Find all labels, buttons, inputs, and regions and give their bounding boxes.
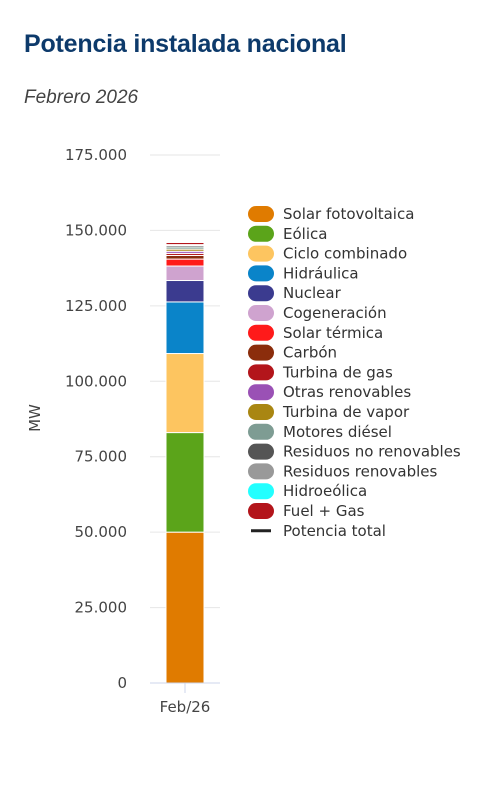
y-tick-label: 125.000: [65, 297, 127, 315]
legend-swatch: [248, 285, 274, 302]
legend-item[interactable]: Hidroeólica: [248, 482, 367, 500]
legend-swatch: [248, 384, 274, 401]
legend-label: Hidroeólica: [283, 482, 367, 500]
legend-swatch: [248, 423, 274, 440]
legend-label: Solar térmica: [283, 324, 383, 342]
legend-swatch: [248, 206, 274, 222]
legend-swatch: [248, 265, 274, 282]
legend-label: Turbina de vapor: [282, 403, 410, 421]
chart-subtitle: Febrero 2026: [24, 87, 139, 108]
legend-label: Hidráulica: [283, 264, 359, 282]
legend-item[interactable]: Solar térmica: [248, 324, 383, 342]
legend-item[interactable]: Fuel + Gas: [248, 502, 365, 520]
legend-item[interactable]: Carbón: [248, 344, 337, 362]
legend-swatch: [248, 245, 274, 262]
legend-label: Carbón: [283, 344, 337, 362]
bar-segment[interactable]: [165, 531, 205, 684]
legend-item[interactable]: Solar fotovoltaica: [248, 205, 414, 223]
bar-segment[interactable]: [165, 280, 205, 303]
y-tick-label: 0: [117, 674, 127, 692]
legend-label: Otras renovables: [283, 383, 411, 401]
y-axis-label: MW: [26, 404, 44, 432]
legend-label: Nuclear: [283, 284, 342, 302]
legend-item[interactable]: Hidráulica: [248, 264, 359, 282]
legend-item[interactable]: Motores diésel: [248, 423, 392, 441]
legend-item-line[interactable]: Potencia total: [251, 522, 386, 540]
legend-item[interactable]: Turbina de vapor: [248, 403, 410, 421]
legend-item[interactable]: Ciclo combinado: [248, 245, 407, 263]
legend-swatch: [248, 324, 274, 341]
chart-title: Potencia instalada nacional: [24, 30, 347, 58]
legend-swatch: [248, 305, 274, 321]
legend-swatch: [248, 483, 274, 500]
legend-label: Fuel + Gas: [283, 502, 365, 520]
legend-label: Motores diésel: [283, 423, 392, 441]
x-axis-tick-label: Feb/26: [160, 698, 211, 716]
legend-item[interactable]: Cogeneración: [248, 304, 387, 322]
legend-label: Eólica: [283, 225, 327, 243]
legend-item[interactable]: Residuos renovables: [248, 462, 437, 480]
legend-swatch: [248, 443, 274, 460]
legend-swatch: [248, 364, 274, 381]
y-tick-label: 100.000: [65, 372, 127, 390]
legend-swatch: [248, 503, 274, 519]
y-tick-label: 150.000: [65, 221, 127, 239]
bar-segment[interactable]: [165, 241, 205, 246]
legend-swatch: [248, 344, 274, 361]
legend-swatch: [248, 463, 274, 480]
bar-segment[interactable]: [165, 432, 205, 533]
legend-item[interactable]: Turbina de gas: [248, 363, 393, 381]
bar-segment[interactable]: [165, 353, 205, 434]
legend-label: Residuos renovables: [283, 462, 437, 480]
legend-item[interactable]: Nuclear: [248, 284, 342, 302]
bar-segment[interactable]: [165, 258, 205, 267]
legend-label: Potencia total: [283, 522, 386, 540]
y-axis-ticks: 0 25.000 50.000 75.000 100.000 125.000 150.000…: [65, 146, 127, 692]
bar-segment[interactable]: [165, 265, 205, 282]
legend-item[interactable]: Residuos no renovables: [248, 443, 461, 461]
bar-segment[interactable]: [165, 301, 205, 355]
y-tick-label: 50.000: [75, 523, 128, 541]
bar-segments: [165, 241, 205, 684]
legend-swatch: [248, 404, 274, 420]
y-tick-label: 175.000: [65, 146, 127, 164]
legend-label: Turbina de gas: [282, 363, 393, 381]
y-tick-label: 75.000: [75, 448, 128, 466]
legend-label: Ciclo combinado: [283, 245, 407, 263]
legend-label: Residuos no renovables: [283, 443, 461, 461]
legend-swatch: [248, 225, 274, 242]
bar-segment[interactable]: [165, 254, 205, 260]
y-tick-label: 25.000: [75, 599, 128, 617]
legend-label: Cogeneración: [283, 304, 387, 322]
legend-item[interactable]: Otras renovables: [248, 383, 411, 401]
legend-label: Solar fotovoltaica: [283, 205, 414, 223]
legend-item[interactable]: Eólica: [248, 225, 327, 243]
